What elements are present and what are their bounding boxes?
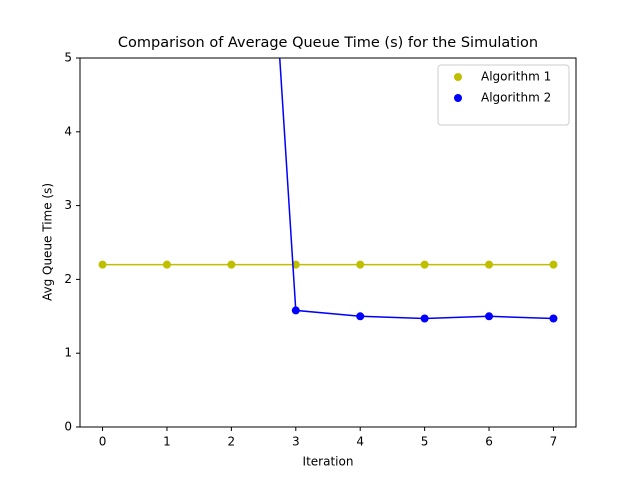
x-tick-label: 0 [99, 435, 107, 449]
point [356, 260, 365, 269]
y-tick-label: 4 [64, 124, 72, 138]
x-tick-label: 6 [485, 435, 493, 449]
chart-title: Comparison of Average Queue Time (s) for… [118, 35, 538, 51]
point [420, 260, 429, 269]
x-tick-label: 4 [356, 435, 364, 449]
point [420, 314, 429, 323]
point [98, 260, 107, 269]
y-tick-label: 5 [64, 51, 72, 65]
y-axis-label: Avg Queue Time (s) [41, 183, 55, 301]
axes-frame [79, 57, 577, 428]
y-tick-label: 2 [64, 272, 72, 286]
point [227, 260, 236, 269]
point [291, 306, 300, 315]
x-axis-label: Iteration [303, 455, 354, 469]
point [485, 312, 494, 321]
legend-box [437, 64, 570, 126]
legend-marker [454, 94, 462, 102]
point [549, 260, 558, 269]
x-tick-label: 5 [421, 435, 429, 449]
x-tick-label: 3 [292, 435, 300, 449]
x-tick-label: 2 [228, 435, 236, 449]
point [291, 260, 300, 269]
legend-label: Algorithm 1 [481, 70, 551, 84]
point [485, 260, 494, 269]
x-tick-label: 1 [163, 435, 171, 449]
y-tick-label: 3 [64, 198, 72, 212]
x-tick-label: 7 [550, 435, 558, 449]
series-line [278, 58, 554, 320]
point [356, 312, 365, 321]
y-tick-label: 1 [64, 346, 72, 360]
y-tick-label: 0 [64, 420, 72, 434]
point [162, 260, 171, 269]
legend-marker [454, 73, 462, 81]
point [549, 314, 558, 323]
legend-label: Algorithm 2 [481, 91, 551, 105]
plot-area [98, 58, 558, 323]
